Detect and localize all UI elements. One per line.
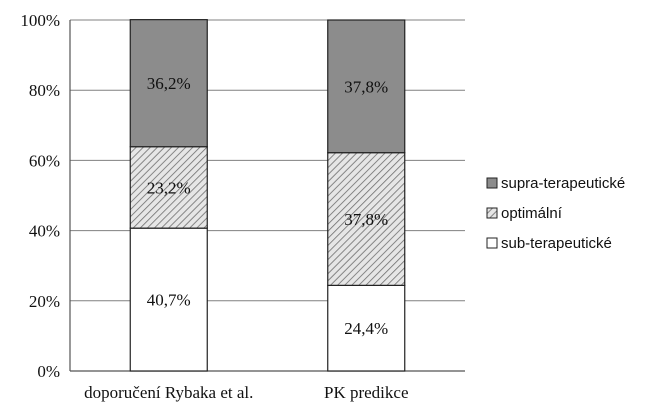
bar-segment (327, 19, 406, 154)
y-tick-label: 80% (29, 81, 60, 100)
data-labels: 40,7% 23,2% 36,2% 24,4% 37,8% 37,8% (147, 74, 388, 338)
legend-label: sub-terapeutické (501, 235, 612, 252)
x-category-label: PK predikce (324, 383, 409, 402)
legend-label: optimální (501, 205, 563, 222)
bar-segment (129, 227, 208, 372)
y-tick-label: 0% (37, 362, 60, 381)
data-label: 40,7% (147, 291, 191, 310)
data-label: 23,2% (147, 178, 191, 197)
data-label: 37,8% (344, 77, 388, 96)
bar-segment (129, 146, 208, 229)
x-category-label: doporučení Rybaka et al. (84, 383, 253, 402)
y-tick-label: 20% (29, 292, 60, 311)
legend: supra-terapeutické optimální sub-terapeuti… (486, 175, 625, 252)
bar-segment (327, 284, 406, 372)
bar-segment (327, 152, 406, 286)
y-tick-label: 40% (29, 222, 60, 241)
bars (129, 19, 406, 372)
bar-segment (129, 19, 208, 148)
gridlines (70, 19, 465, 302)
y-tick-label: 100% (20, 11, 60, 30)
axes: 0% 20% 40% 60% 80% 100% doporučení Rybaka et a… (20, 11, 465, 402)
legend-swatch (486, 177, 498, 189)
data-label: 36,2% (147, 74, 191, 93)
legend-swatch (486, 237, 498, 249)
legend-label: supra-terapeutické (501, 175, 625, 192)
legend-swatch (486, 207, 498, 219)
y-tick-label: 60% (29, 151, 60, 170)
data-label: 24,4% (344, 319, 388, 338)
data-label: 37,8% (344, 210, 388, 229)
